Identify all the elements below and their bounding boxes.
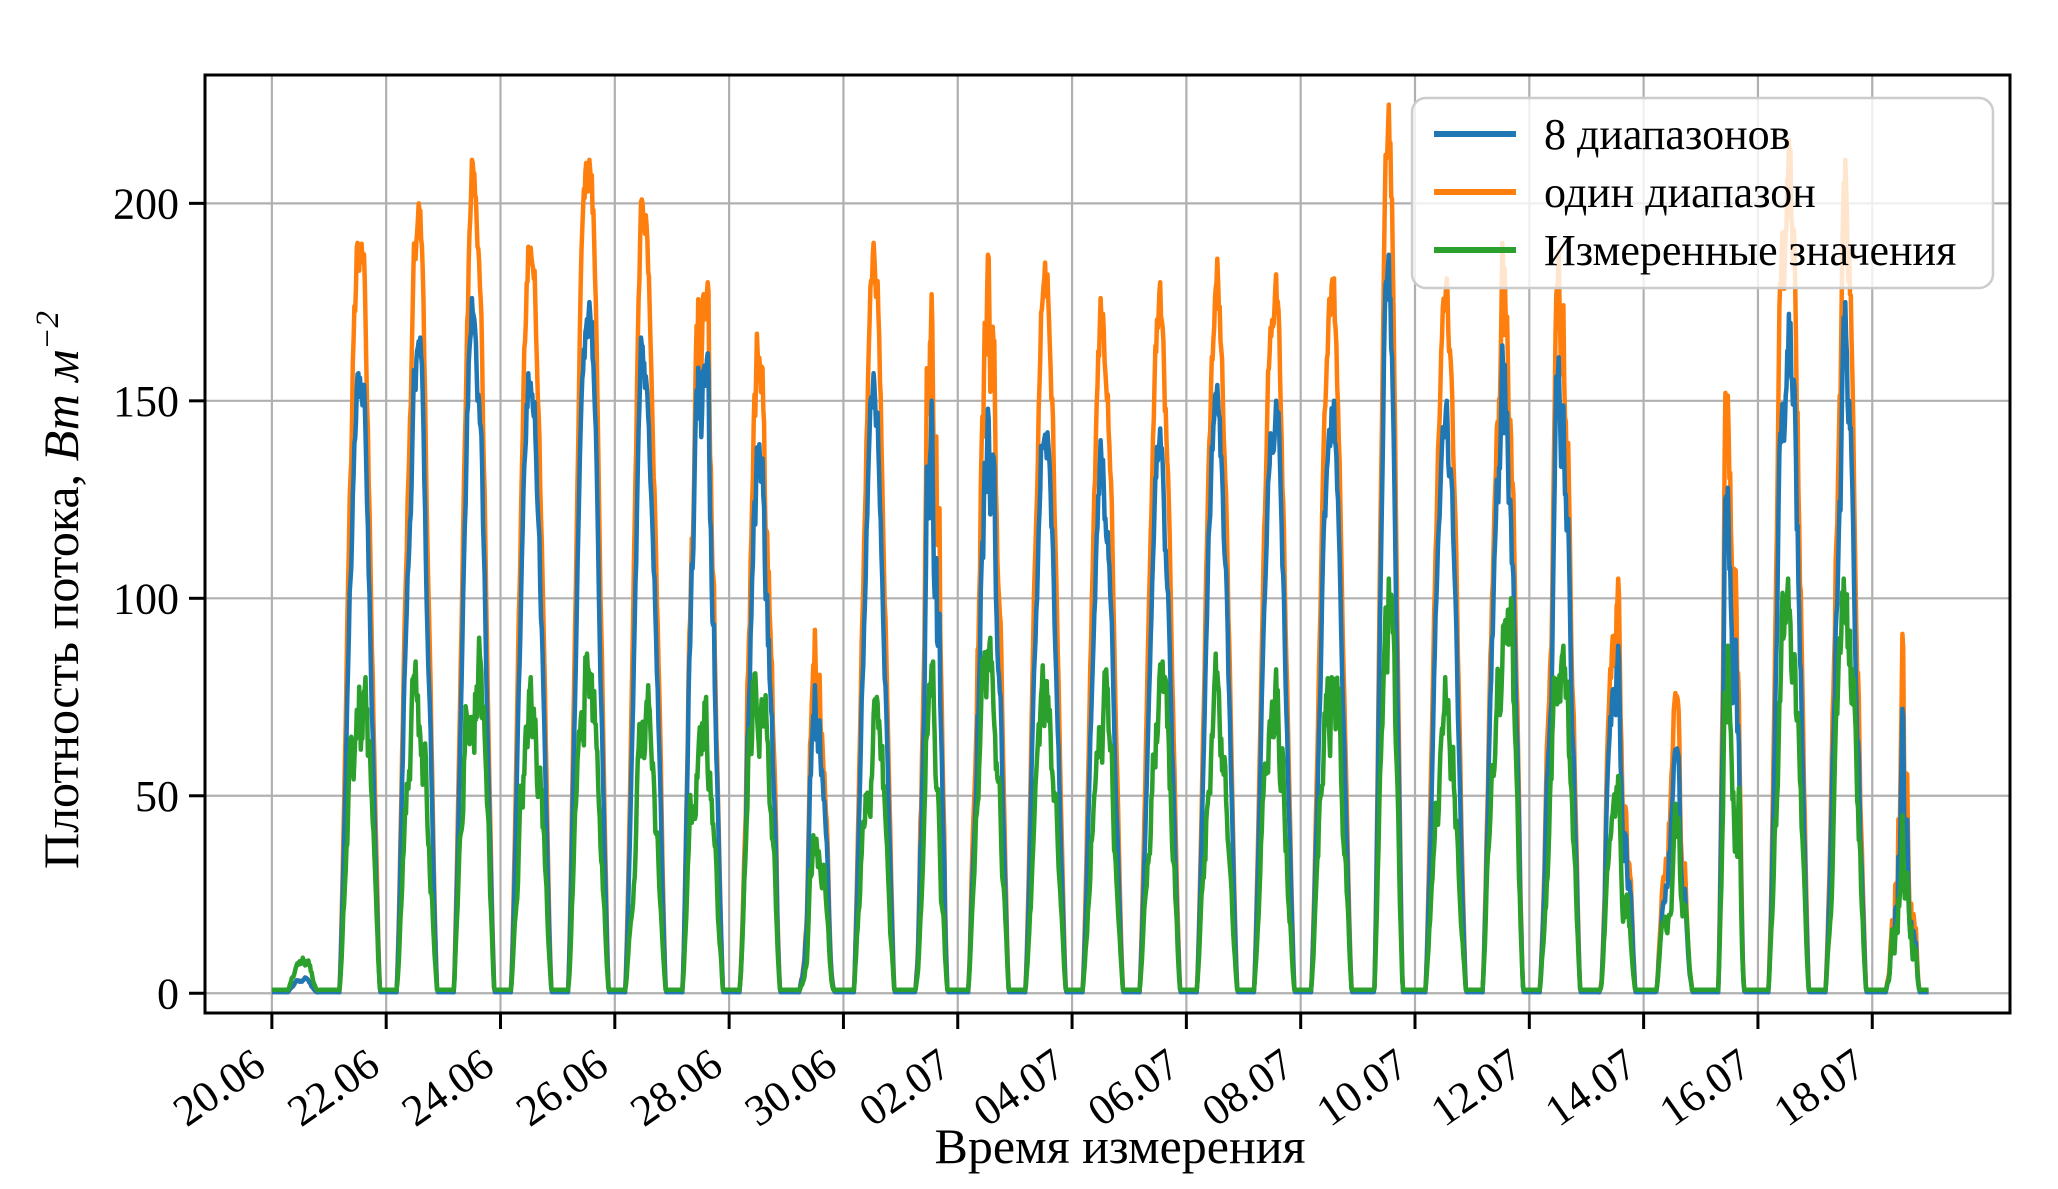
legend-label-odin-diapazon: один диапазон <box>1544 168 1816 217</box>
y-tick-label: 50 <box>135 772 179 821</box>
y-tick-label: 0 <box>157 969 179 1018</box>
tick-marks <box>189 201 1874 1029</box>
y-axis-title: Плотность потока, Вт м−2 <box>30 311 89 869</box>
x-axis-title: Время измерения <box>934 1118 1305 1174</box>
y-tick-labels: 0 50 100 150 200 <box>113 179 179 1018</box>
series-izmerennye-znacheniya-line <box>270 576 1931 993</box>
plot-spines <box>203 73 2012 1015</box>
legend: 8 диапазонов один диапазон Измеренные знач… <box>1410 96 1995 290</box>
legend-label-izmerennye-znacheniya: Измеренные значения <box>1544 226 1956 275</box>
legend-box <box>1410 96 1995 290</box>
y-tick-label: 100 <box>113 574 179 623</box>
y-tick-label: 200 <box>113 179 179 228</box>
legend-label-8-diapazonov: 8 диапазонов <box>1544 110 1790 159</box>
y-tick-label: 150 <box>113 377 179 426</box>
